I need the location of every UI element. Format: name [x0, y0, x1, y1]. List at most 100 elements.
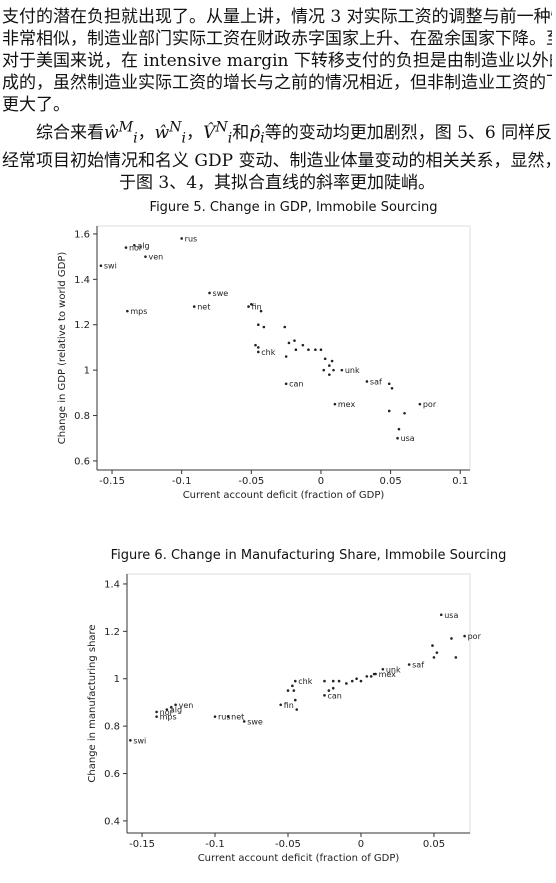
figure-5: Figure 5. Change in GDP, Immobile Sourci… [57, 200, 471, 501]
y-tick-label: 1 [114, 674, 120, 685]
math-base: p̂ [249, 123, 261, 143]
point [247, 305, 250, 308]
point [327, 689, 331, 692]
chart-title: Figure 6. Change in Manufacturing Share,… [111, 548, 507, 563]
point [129, 739, 132, 742]
point [292, 689, 296, 692]
y-tick-label: 0.6 [104, 769, 120, 780]
point [345, 682, 348, 685]
point [432, 656, 436, 659]
point [133, 243, 136, 247]
point [337, 679, 341, 683]
point [396, 436, 399, 440]
point [254, 343, 257, 347]
point-label: nor [129, 244, 143, 253]
point [279, 703, 282, 707]
point-label: can [327, 691, 341, 700]
math-base: ŵ [154, 123, 170, 143]
point-label: swi [104, 262, 117, 271]
point [387, 409, 391, 413]
x-tick-label: 0 [358, 839, 364, 850]
y-tick-label: 0.6 [74, 456, 90, 467]
point [155, 710, 158, 714]
point [284, 355, 288, 358]
point [463, 634, 466, 638]
point-label: fin [284, 701, 294, 710]
point [165, 708, 169, 711]
point [213, 715, 217, 718]
point-label: alg [137, 241, 149, 250]
point [287, 341, 291, 345]
point [301, 343, 305, 347]
point-label: unk [345, 366, 360, 375]
point-label: mex [379, 670, 397, 679]
point [322, 368, 326, 372]
point-label: usa [401, 434, 415, 443]
point [403, 411, 406, 415]
y-tick-label: 1.6 [74, 229, 90, 240]
point-label: unk [386, 665, 401, 674]
point [359, 679, 363, 683]
point [180, 237, 183, 240]
math-sub: i [133, 130, 138, 147]
point [250, 303, 253, 306]
y-tick-label: 0.8 [104, 722, 120, 733]
text-line: 非常相似，制造业部门实际工资在财政赤字国家上升、在盈余国家下降。至少 [2, 29, 552, 49]
point [328, 373, 331, 376]
text-line: 经常项目初始情况和名义 GDP 变动、制造业体量变动的相关关系，显然，相比 [2, 151, 552, 171]
point [314, 348, 317, 352]
x-tick-label: 0 [318, 476, 324, 487]
point-label: net [197, 303, 210, 312]
math-sub: i [181, 130, 187, 147]
point-label: can [289, 380, 303, 389]
point-label: ven [148, 253, 163, 262]
point [332, 368, 335, 372]
point [293, 679, 297, 683]
x-tick-label: -0.15 [129, 839, 155, 850]
y-axis-title: Change in manufacturing share [87, 624, 98, 782]
x-tick-label: 0.05 [379, 476, 401, 487]
point [331, 679, 335, 683]
point-label: ven [179, 701, 194, 710]
point [355, 677, 358, 681]
point [323, 694, 326, 697]
point [323, 679, 326, 683]
point [454, 656, 458, 659]
point [387, 382, 391, 386]
point-label: por [423, 400, 437, 409]
point-label: fin [252, 303, 262, 312]
text: 等的变动均更加剧烈，图 5、6 同样反映了的 [264, 123, 552, 143]
math: ŵNi [154, 119, 187, 147]
y-tick-label: 1.4 [74, 275, 90, 286]
point [124, 246, 128, 249]
point [256, 346, 260, 349]
text-line: 于图 3、4，其拟合直线的斜率更加陡峭。 [118, 173, 436, 193]
point [418, 402, 422, 406]
point [295, 708, 299, 711]
y-tick-label: 1.2 [104, 627, 120, 638]
x-tick-label: -0.15 [99, 476, 125, 487]
point [262, 325, 266, 329]
math-base: ŵ [104, 123, 119, 143]
math: p̂i [249, 123, 264, 146]
point [331, 686, 335, 690]
text: 综合来看 [36, 123, 104, 143]
point [350, 679, 354, 683]
point [208, 291, 211, 295]
point-label: chk [298, 677, 312, 686]
text-line: 对于美国来说，在 intensive margin 下转移支付的负担是由制造业以… [2, 51, 552, 71]
point-label: swe [213, 289, 229, 298]
point [192, 305, 196, 308]
math-sup: N [215, 119, 228, 136]
text: 和 [232, 123, 250, 143]
text: ， [186, 123, 204, 143]
point [256, 323, 260, 327]
math-sup: N [169, 119, 182, 136]
point [365, 380, 369, 383]
text-line: 更大了。 [2, 95, 70, 115]
point [226, 715, 230, 718]
point [328, 364, 331, 367]
point-label: usa [444, 611, 458, 620]
point-label: swi [133, 736, 146, 745]
